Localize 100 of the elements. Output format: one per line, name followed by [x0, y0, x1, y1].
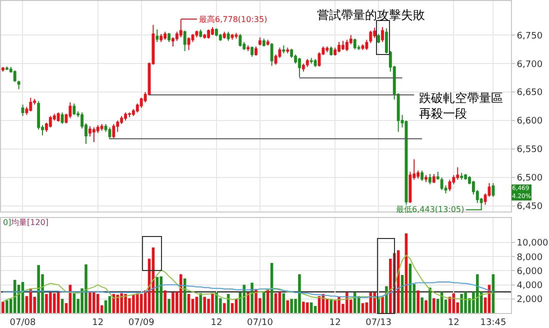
candlestick	[266, 39, 270, 46]
x-tick-label: 12	[92, 318, 104, 328]
candlestick	[436, 171, 440, 180]
annotation: 最高6,778(10:35)	[199, 15, 268, 24]
bar	[464, 292, 467, 313]
bar	[278, 292, 282, 313]
line-series	[2, 254, 494, 302]
bar	[164, 290, 166, 313]
candlestick	[262, 38, 266, 48]
bar	[373, 292, 376, 313]
bar	[49, 292, 52, 313]
bar	[52, 293, 56, 313]
annotation: 均量[120]	[10, 218, 49, 227]
annotation: 嘗試帶量的攻擊失敗	[317, 8, 425, 22]
candlestick	[456, 166, 460, 180]
bar	[334, 300, 336, 313]
candlestick	[60, 112, 64, 124]
bar	[230, 303, 234, 313]
candlestick	[282, 44, 286, 54]
bar	[262, 292, 266, 313]
candlestick	[246, 44, 250, 52]
x-tick-label: 07/13	[366, 318, 392, 328]
bar	[361, 303, 364, 313]
candlestick	[440, 176, 444, 190]
annotation: 0]	[3, 218, 12, 227]
candlestick	[428, 174, 432, 185]
candlestick	[385, 28, 388, 54]
candlestick	[326, 46, 329, 53]
bar	[180, 274, 182, 313]
candlestick	[298, 57, 301, 78]
candlestick	[230, 34, 234, 40]
candlestick	[160, 34, 163, 42]
candlestick	[258, 36, 262, 46]
bar	[132, 294, 135, 313]
bar	[124, 294, 127, 313]
bar	[116, 294, 120, 313]
bar	[168, 298, 170, 313]
candlestick	[29, 97, 32, 112]
y-tick-label: 10,000	[516, 238, 549, 249]
x-tick-label: 07/09	[128, 318, 155, 328]
candlestick	[464, 174, 467, 180]
candlestick	[492, 182, 495, 198]
candlestick	[238, 34, 242, 48]
candlestick	[369, 30, 372, 44]
candlestick	[345, 39, 348, 52]
bar	[290, 298, 293, 313]
x-tick-label: 07/10	[246, 318, 274, 328]
annotation: 跌破軋空帶量區再殺一段	[419, 91, 503, 121]
x-tick-label: 12	[210, 318, 222, 328]
candlestick	[56, 112, 60, 122]
y-tick-label: 6,700	[516, 60, 543, 70]
x-tick-label: 13:45	[480, 318, 506, 328]
candlestick	[377, 34, 380, 44]
y-tick-label: 6,000	[516, 266, 543, 277]
candlestick	[215, 28, 218, 37]
bar	[56, 292, 60, 313]
candlestick	[286, 47, 290, 54]
candlestick	[234, 32, 238, 40]
candlestick	[338, 41, 340, 53]
bar	[6, 300, 8, 313]
candlestick	[448, 179, 452, 192]
candlestick	[207, 28, 210, 40]
x-tick-label: 07/08	[10, 318, 36, 328]
candlestick	[353, 38, 356, 50]
bar	[381, 296, 384, 313]
y-tick-label: 6,750	[516, 31, 543, 42]
bar	[298, 274, 301, 313]
candlestick	[48, 115, 52, 128]
bar	[45, 294, 48, 313]
bar	[460, 294, 463, 313]
bar	[60, 298, 64, 313]
bar	[306, 302, 309, 313]
candlestick	[164, 31, 167, 40]
y-tick-label: 6,600	[516, 116, 543, 127]
candlestick	[72, 102, 76, 116]
bar	[424, 300, 428, 313]
bar	[136, 293, 139, 313]
candlestick	[187, 36, 190, 50]
bar	[96, 294, 100, 313]
bar	[314, 306, 317, 313]
bar	[120, 293, 123, 313]
candlestick	[222, 31, 226, 40]
bar	[37, 265, 40, 313]
y-tick-label: 6,450	[516, 202, 543, 212]
candlestick	[381, 26, 384, 42]
bar	[108, 296, 112, 313]
y-tick-label: 6,550	[516, 145, 543, 156]
candlestick	[124, 112, 127, 122]
annotation: 最低6,443(13:05)	[396, 205, 464, 214]
candlestick	[420, 170, 424, 182]
line-series	[2, 281, 494, 298]
bar	[254, 289, 258, 313]
bar	[222, 303, 226, 313]
bar	[211, 293, 214, 313]
candlestick	[92, 126, 96, 143]
candlestick	[195, 30, 198, 38]
candlestick	[100, 123, 104, 132]
bar	[286, 300, 290, 313]
y-tick-label: 2,000	[516, 295, 543, 306]
candlestick	[21, 104, 24, 116]
